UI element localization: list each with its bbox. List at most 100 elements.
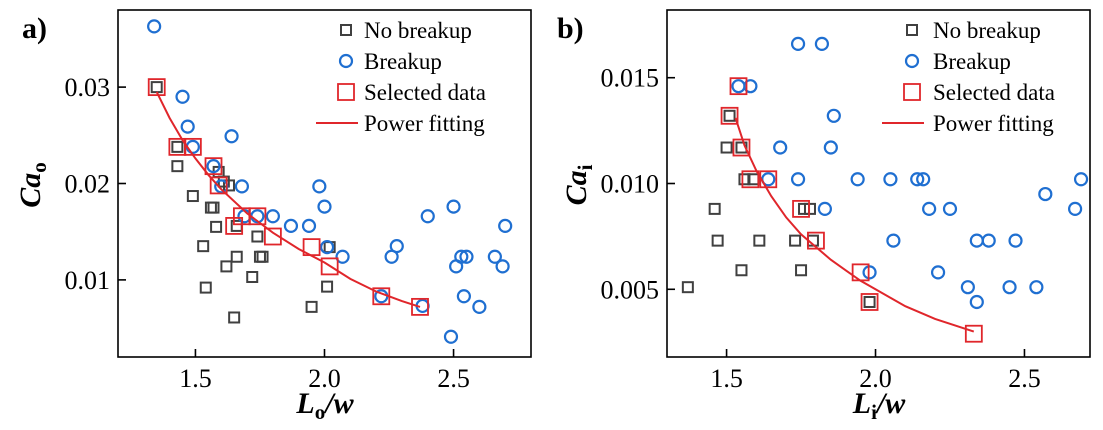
selected-data-point bbox=[183, 137, 202, 156]
breakup-point bbox=[335, 249, 350, 264]
breakup-point bbox=[883, 172, 898, 187]
legend-label: Breakup bbox=[933, 49, 1011, 74]
no-breakup-point bbox=[228, 311, 241, 324]
legend-label: No breakup bbox=[364, 18, 472, 43]
breakup-point bbox=[1002, 280, 1017, 295]
no-breakup-point bbox=[863, 295, 876, 308]
breakup-point bbox=[443, 329, 459, 344]
legend-breakup-swatch bbox=[338, 53, 354, 69]
no-breakup-point bbox=[204, 201, 217, 214]
x-tick-label: 1.5 bbox=[710, 364, 743, 393]
breakup-point bbox=[1038, 186, 1053, 202]
no-breakup-point bbox=[171, 140, 184, 153]
no-breakup-point bbox=[197, 240, 210, 253]
no-breakup-point bbox=[210, 220, 223, 233]
breakup-point bbox=[790, 36, 806, 51]
panel-a-legend: No breakup Breakup Selected data Power fitt… bbox=[316, 18, 486, 136]
no-breakup-point bbox=[753, 234, 766, 247]
breakup-point bbox=[922, 201, 937, 216]
y-tick-label: 0.005 bbox=[601, 275, 660, 304]
legend-label: Selected data bbox=[364, 80, 486, 105]
breakup-point bbox=[930, 265, 946, 280]
no-breakup-point bbox=[222, 179, 235, 192]
breakup-point bbox=[472, 299, 487, 314]
breakup-point bbox=[826, 108, 841, 123]
panel-a-ticks: 1.5 2.0 2.5 0.01 0.02 0.03 bbox=[65, 73, 470, 393]
breakup-point bbox=[817, 201, 832, 216]
y-tick-label: 0.01 bbox=[65, 266, 111, 295]
panel-b-legend: No breakup Breakup Selected data Power fitt… bbox=[882, 18, 1055, 136]
no-breakup-point bbox=[186, 190, 199, 203]
breakup-point bbox=[389, 239, 404, 254]
selected-data-point bbox=[411, 297, 429, 316]
no-breakup-point bbox=[681, 281, 694, 294]
legend-selected-data-swatch bbox=[903, 83, 921, 101]
selected-data-point bbox=[964, 324, 983, 343]
panel-b: b) 1.5 2.0 2.5 0.005 0.010 0.015 No breakup Br… bbox=[557, 9, 1091, 424]
no-breakup-point bbox=[723, 109, 736, 122]
breakup-point bbox=[147, 19, 162, 34]
breakup-point bbox=[317, 199, 332, 214]
y-tick-label: 0.03 bbox=[65, 73, 111, 102]
breakup-point bbox=[814, 36, 830, 51]
selected-data-point bbox=[851, 263, 870, 282]
selected-data-point bbox=[741, 170, 760, 189]
no-breakup-point bbox=[789, 234, 802, 247]
selected-data-point bbox=[720, 106, 739, 125]
selected-data-point bbox=[372, 287, 391, 306]
selected-data-point bbox=[732, 138, 751, 157]
y-tick-label: 0.02 bbox=[65, 170, 111, 199]
selected-data-point bbox=[729, 77, 748, 96]
no-breakup-point bbox=[199, 281, 212, 294]
no-breakup-point bbox=[251, 230, 264, 243]
breakup-point bbox=[459, 249, 474, 264]
no-breakup-point bbox=[256, 250, 269, 263]
no-breakup-point bbox=[305, 300, 318, 313]
breakup-point bbox=[185, 139, 200, 154]
breakup-point bbox=[969, 233, 984, 248]
x-tick-label: 2.5 bbox=[1008, 364, 1041, 393]
breakup-point bbox=[454, 249, 469, 264]
no-breakup-point bbox=[720, 141, 733, 154]
breakup-point bbox=[886, 233, 901, 248]
breakup-point bbox=[283, 218, 299, 234]
x-tick-label: 2.0 bbox=[859, 364, 892, 393]
legend-breakup-swatch bbox=[904, 53, 920, 69]
x-tick-label: 2.0 bbox=[308, 364, 341, 393]
y-tick-label: 0.015 bbox=[601, 64, 660, 93]
y-tick-label: 0.010 bbox=[601, 170, 660, 199]
breakup-point bbox=[969, 294, 984, 310]
selected-data-point bbox=[860, 293, 879, 311]
no-breakup-point bbox=[230, 250, 243, 263]
breakup-point bbox=[446, 199, 461, 214]
selected-data-point bbox=[320, 257, 339, 276]
selected-data-point bbox=[209, 176, 228, 195]
no-breakup-point bbox=[207, 201, 220, 214]
panel-b-y-axis-label: Cai bbox=[560, 164, 597, 205]
selected-data-point bbox=[204, 157, 223, 176]
no-breakup-point bbox=[253, 250, 266, 263]
breakup-point bbox=[498, 218, 513, 234]
panel-b-axes-frame bbox=[666, 9, 1091, 358]
x-tick-label: 2.5 bbox=[437, 364, 470, 393]
breakup-point bbox=[981, 233, 996, 248]
panel-b-x-axis-label: Li/w bbox=[852, 387, 907, 424]
breakup-point bbox=[910, 172, 925, 187]
power-fitting-line bbox=[734, 117, 975, 333]
selected-data-point bbox=[759, 170, 778, 189]
no-breakup-point bbox=[321, 280, 334, 293]
breakup-point bbox=[224, 129, 239, 144]
no-breakup-point bbox=[803, 202, 816, 215]
breakup-point bbox=[743, 79, 758, 94]
breakup-point bbox=[206, 159, 221, 174]
panel-a-y-axis-label: Cao bbox=[14, 162, 51, 208]
panel-b-marks bbox=[681, 36, 1089, 343]
legend-label: Power fitting bbox=[364, 111, 485, 136]
breakup-point bbox=[916, 172, 931, 187]
no-breakup-point bbox=[220, 260, 233, 273]
no-breakup-point bbox=[795, 264, 808, 277]
no-breakup-point bbox=[708, 202, 721, 215]
no-breakup-point bbox=[246, 270, 259, 283]
selected-data-point bbox=[807, 231, 825, 250]
